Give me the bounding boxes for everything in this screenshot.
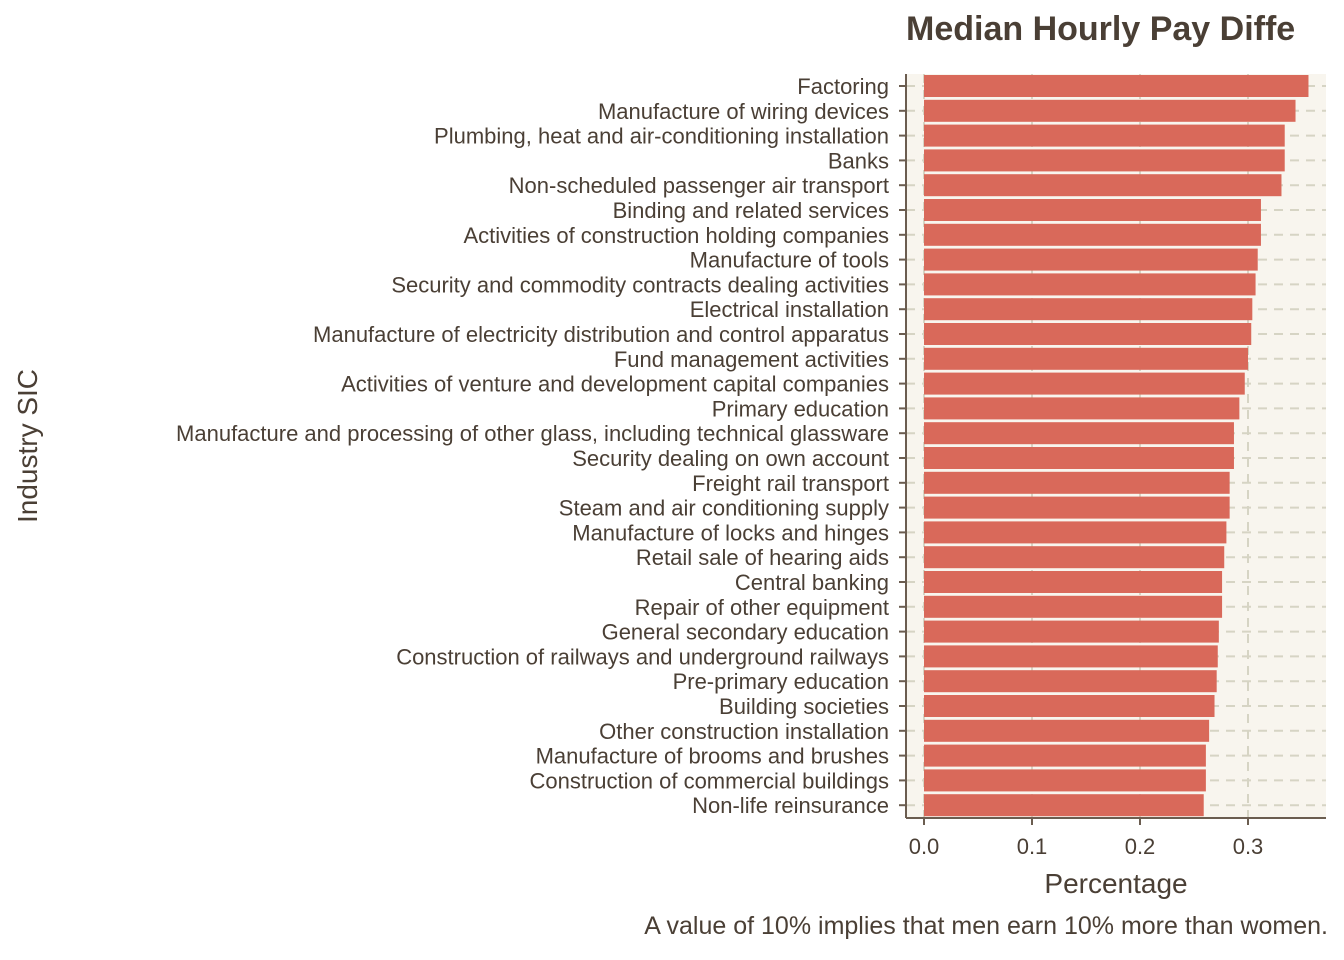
y-tick-label: Steam and air conditioning supply	[559, 496, 889, 521]
y-tick-label: Non-life reinsurance	[692, 793, 889, 818]
y-tick-label: Fund management activities	[614, 347, 889, 372]
bar	[924, 620, 1219, 643]
y-tick-label: Building societies	[719, 694, 889, 719]
bar	[924, 75, 1309, 97]
y-tick-label: Non-scheduled passenger air transport	[509, 173, 889, 198]
x-tick-label: 0.1	[1017, 834, 1048, 859]
y-tick-label: Pre-primary education	[673, 669, 889, 694]
bar	[924, 521, 1227, 544]
x-tick-label: 0.2	[1125, 834, 1156, 859]
bar	[924, 124, 1285, 147]
bar	[924, 447, 1234, 469]
bar	[924, 397, 1240, 420]
y-tick-label: Retail sale of hearing aids	[636, 545, 889, 570]
bar	[924, 744, 1206, 767]
bar	[924, 298, 1253, 321]
bar	[924, 546, 1225, 569]
chart-caption: A value of 10% implies that men earn 10%…	[644, 912, 1328, 940]
y-tick-label: Plumbing, heat and air-conditioning inst…	[434, 124, 889, 149]
x-tick-label: 0.0	[909, 834, 940, 859]
y-tick-label: Manufacture of brooms and brushes	[536, 744, 889, 769]
bar	[924, 248, 1258, 271]
y-tick-label: Banks	[828, 148, 889, 173]
bar	[924, 794, 1204, 817]
bar	[924, 99, 1296, 122]
bar	[924, 174, 1282, 197]
y-tick-label: Primary education	[712, 396, 889, 421]
chart-title: Median Hourly Pay Diffe	[906, 10, 1296, 48]
bar	[924, 496, 1230, 519]
y-tick-label: Manufacture of wiring devices	[598, 99, 889, 124]
bar	[924, 323, 1252, 345]
bar	[924, 372, 1245, 395]
y-axis-label: Industry SIC	[12, 368, 43, 524]
y-tick-label: Manufacture of tools	[690, 248, 889, 273]
plot-panel	[906, 74, 1326, 818]
y-tick-label: Manufacture of locks and hinges	[572, 520, 889, 545]
y-tick-label: Other construction installation	[599, 719, 889, 744]
y-tick-label: Manufacture and processing of other glas…	[176, 421, 889, 446]
x-tick-label: 0.3	[1233, 834, 1264, 859]
y-tick-label: Construction of railways and underground…	[396, 644, 889, 669]
bar	[924, 273, 1256, 296]
y-tick-label: Repair of other equipment	[635, 595, 889, 620]
y-tick-label: Central banking	[735, 570, 889, 595]
x-axis-label: Percentage	[1044, 868, 1188, 899]
bar	[924, 719, 1210, 742]
bar	[924, 422, 1234, 445]
y-tick-label: Manufacture of electricity distribution …	[313, 322, 889, 347]
y-tick-label: Electrical installation	[690, 297, 889, 322]
y-tick-label: Factoring	[797, 74, 889, 99]
bar	[924, 571, 1223, 593]
y-tick-label: Activities of venture and development ca…	[341, 372, 889, 397]
bar	[924, 223, 1261, 246]
bar	[924, 347, 1248, 370]
y-tick-label: Construction of commercial buildings	[530, 768, 890, 793]
bar	[924, 670, 1217, 693]
bar	[924, 645, 1218, 668]
y-tick-label: Security and commodity contracts dealing…	[391, 272, 889, 297]
y-tick-label: Activities of construction holding compa…	[463, 223, 889, 248]
y-tick-label: Security dealing on own account	[572, 446, 889, 471]
bar	[924, 199, 1261, 221]
bar	[924, 149, 1285, 172]
y-tick-label: Binding and related services	[613, 198, 889, 223]
bar	[924, 769, 1206, 792]
y-tick-label: General secondary education	[602, 620, 889, 645]
y-tick-label: Freight rail transport	[692, 471, 889, 496]
bar	[924, 695, 1215, 717]
bar	[924, 595, 1223, 618]
bar	[924, 471, 1230, 494]
